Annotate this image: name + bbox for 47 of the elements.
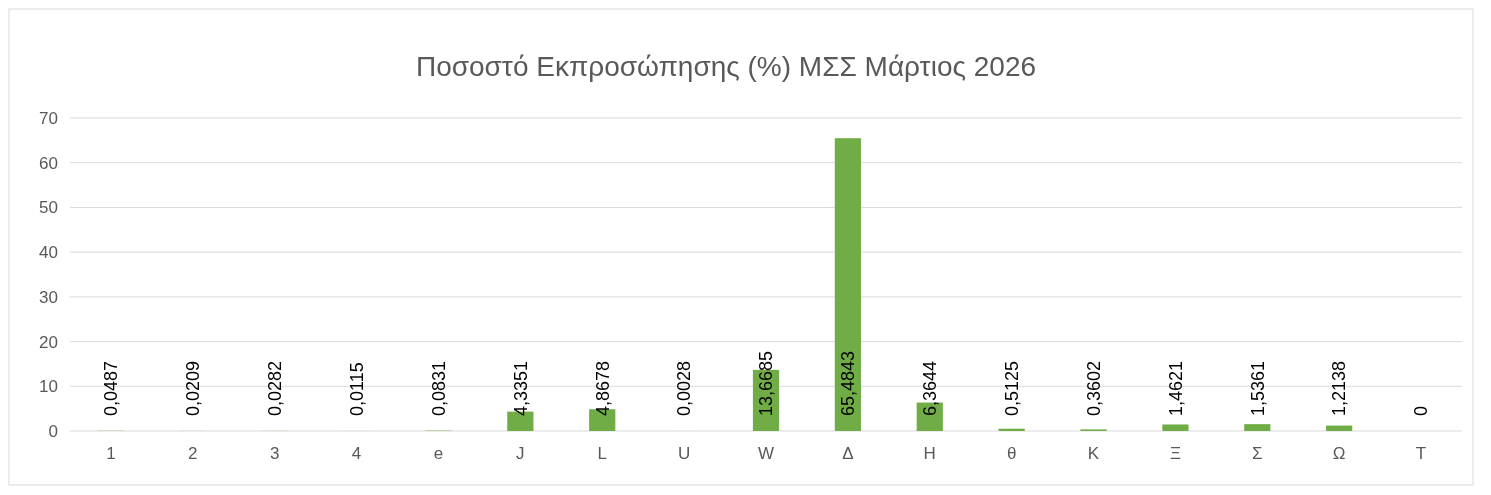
data-label: 0,0028 [674,360,695,416]
data-label: 65,4843 [838,350,859,416]
x-tick-label: θ [1006,444,1017,463]
x-tick-label: U [677,444,691,463]
x-tick-label: 2 [188,444,198,463]
data-label: 0,5125 [1001,360,1022,416]
data-label: 0,0831 [428,360,449,416]
bar [1326,425,1353,431]
chart-title: Ποσοστό Εκπροσώπησης (%) ΜΣΣ Μάρτιος 2026 [415,51,1037,82]
x-tick-label: Ω [1332,444,1346,463]
y-tick-label: 50 [39,198,58,218]
data-label: 1,5361 [1247,360,1268,416]
data-label: 0 [1411,405,1432,416]
bar [1162,424,1189,431]
bar [834,138,861,431]
x-tick-label: Τ [1415,444,1427,463]
data-label: 0,0115 [346,362,367,416]
x-tick-label: 3 [269,444,280,463]
x-tick-label: L [597,444,607,463]
x-tick-label: Ξ [1169,444,1181,463]
bar [1244,424,1271,431]
data-label: 0,0282 [265,360,286,416]
data-label: 1,2138 [1329,360,1350,416]
y-tick-label: 20 [39,332,58,352]
x-tick-label: Η [923,444,936,463]
x-tick-label: Σ [1252,444,1263,463]
x-tick-label: J [516,444,525,463]
y-tick-label: 30 [39,287,58,307]
data-label: 4,3351 [510,360,531,416]
y-tick-label: 70 [39,108,58,128]
y-tick-label: 0 [48,421,58,441]
x-tick-label: Κ [1087,444,1100,463]
x-tick-label: W [757,444,775,463]
data-label: 4,8678 [592,360,613,416]
data-label: 6,3644 [920,360,941,416]
data-label: 0,0209 [183,360,204,416]
x-tick-label: e [433,444,444,463]
x-tick-label: 1 [106,444,116,463]
y-tick-label: 10 [39,377,58,397]
y-tick-label: 60 [39,153,58,173]
data-label: 0,0487 [101,360,122,416]
data-label: 1,4621 [1165,360,1186,416]
data-label: 0,3602 [1083,360,1104,416]
x-tick-label: 4 [351,444,362,463]
data-label: 13,6685 [756,350,777,416]
y-tick-label: 40 [39,243,58,263]
x-tick-label: Δ [842,444,854,463]
